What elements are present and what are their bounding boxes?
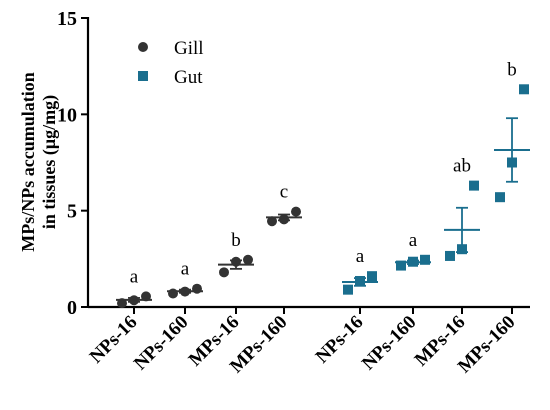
legend-marker-gut [138,71,148,81]
data-point-gut [396,260,406,271]
data-point-gut [469,180,479,191]
legend-label-gill: Gill [174,38,204,59]
data-point-gut [495,192,505,203]
y-axis-label: MPs/NPs accumulation in tissues (μg/mg) [18,72,60,252]
significance-label: a [356,246,365,267]
data-point-gut [519,84,529,95]
data-point-gill [291,206,301,217]
legend-label-gut: Gut [174,67,203,88]
y-tick-label: 10 [57,104,77,126]
significance-label: c [280,182,288,203]
data-point-gut [367,271,377,282]
significance-label: ab [453,156,471,177]
data-point-gut [420,254,430,265]
significance-label: b [231,230,241,251]
y-axis-label-line-2: in tissues (μg/mg) [39,95,60,229]
y-tick-label: 0 [67,297,77,319]
x-tick-label: NPs-160 [130,312,193,375]
data-point-gill [219,267,229,278]
legend-marker-gill [138,42,148,52]
data-point-gill [267,216,277,227]
data-point-gut [343,284,353,295]
significance-label: b [507,59,517,80]
data-point-gill [243,254,253,265]
y-tick-label: 15 [57,8,77,30]
axes [86,17,530,309]
significance-label: a [181,259,190,280]
significance-label: a [409,230,418,251]
y-axis-label-line-1: MPs/NPs accumulation [18,72,38,252]
data-point-gut [445,250,455,261]
x-tick-label: NPs-160 [358,312,421,375]
significance-label: a [130,266,139,287]
legend: Gill Gut [138,38,204,88]
data-point-gill [168,288,178,299]
y-ticks: 0 5 10 15 [57,8,88,319]
y-tick-label: 5 [67,201,77,223]
